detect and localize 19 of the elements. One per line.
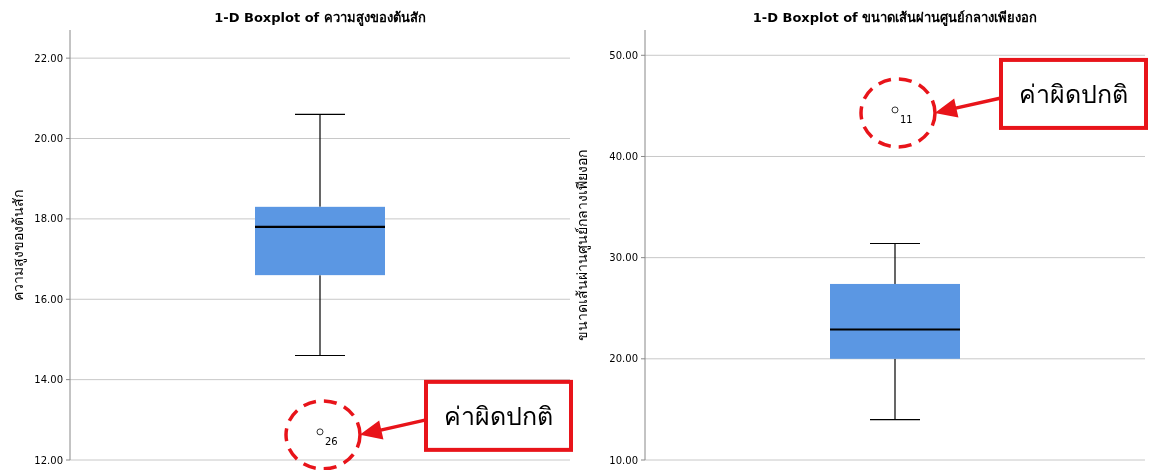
- y-tick-label: 22.00: [34, 52, 63, 64]
- y-tick-label: 10.00: [609, 454, 638, 466]
- chart-title: 1-D Boxplot of ความสูงของต้นสัก: [214, 10, 426, 26]
- annotation: ค่าผิดปกติ: [444, 401, 553, 431]
- y-tick-label: 30.00: [609, 252, 638, 264]
- annotation: ค่าผิดปกติ: [1019, 79, 1128, 109]
- annotation: 11: [900, 113, 913, 125]
- y-tick-label: 12.00: [34, 454, 63, 466]
- y-axis-title: ขนาดเส้นผ่านศูนย์กลางเพียงอก: [574, 149, 591, 341]
- y-tick-label: 18.00: [34, 213, 63, 225]
- y-tick-label: 16.00: [34, 293, 63, 305]
- y-tick-label: 20.00: [609, 353, 638, 365]
- y-tick-label: 14.00: [34, 374, 63, 386]
- y-tick-label: 20.00: [34, 133, 63, 144]
- annotation: 26: [325, 435, 338, 447]
- chart-title: 1-D Boxplot of ขนาดเส้นผ่านศูนย์กลางเพียงอก: [752, 10, 1038, 26]
- y-axis-title: ความสูงของต้นสัก: [10, 189, 27, 301]
- y-tick-label: 40.00: [609, 150, 638, 162]
- y-tick-label: 50.00: [609, 49, 638, 61]
